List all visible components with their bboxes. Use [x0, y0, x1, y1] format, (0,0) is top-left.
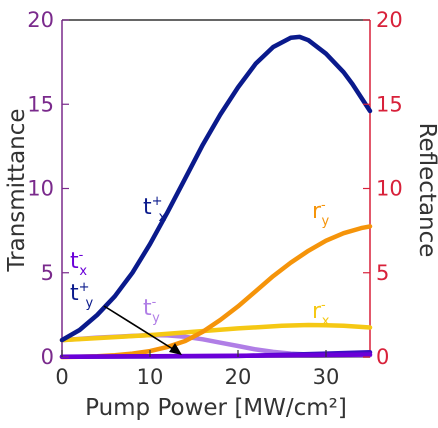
- y-tick-label-right: 15: [376, 92, 403, 116]
- y-axis-title-left: Transmittance: [4, 108, 30, 272]
- annotation-arrowhead: [169, 343, 182, 355]
- series-label-2: t-x: [70, 248, 87, 279]
- y-tick-label-right: 10: [376, 177, 403, 201]
- series-label-4: t-y: [143, 295, 160, 326]
- series-line-4: [59, 352, 373, 359]
- y-tick-label-left: 5: [41, 261, 54, 285]
- y-tick-label-right: 0: [376, 345, 389, 369]
- series-label-0: t+ x: [143, 194, 167, 225]
- series-label-3: t+ y: [70, 280, 94, 311]
- series-line-2: [59, 322, 373, 343]
- x-axis-title: Pump Power [MW/cm²]: [85, 395, 347, 421]
- series-label-1: r-y: [312, 198, 330, 229]
- ticks: 0 5 10 15 20 0 5 10 15 20 0 10 20 30: [27, 8, 402, 389]
- y-tick-label-left: 15: [27, 92, 54, 116]
- series-line-0: [59, 34, 373, 343]
- y-tick-label-right: 5: [376, 261, 389, 285]
- x-tick-label: 30: [313, 365, 340, 389]
- y-tick-label-left: 20: [27, 8, 54, 32]
- annotation-arrow-line: [103, 305, 177, 352]
- series-labels: t+ x r-y t-xt+ y t-y r-x: [70, 194, 330, 355]
- y-tick-label-left: 0: [41, 345, 54, 369]
- x-tick-label: 20: [225, 365, 252, 389]
- y-tick-label-right: 20: [376, 8, 403, 32]
- x-tick-label: 0: [55, 365, 68, 389]
- y-tick-label-left: 10: [27, 177, 54, 201]
- y-axis-title-right: Reflectance: [414, 123, 438, 258]
- series-label-5: r-x: [312, 298, 330, 329]
- x-tick-label: 10: [137, 365, 164, 389]
